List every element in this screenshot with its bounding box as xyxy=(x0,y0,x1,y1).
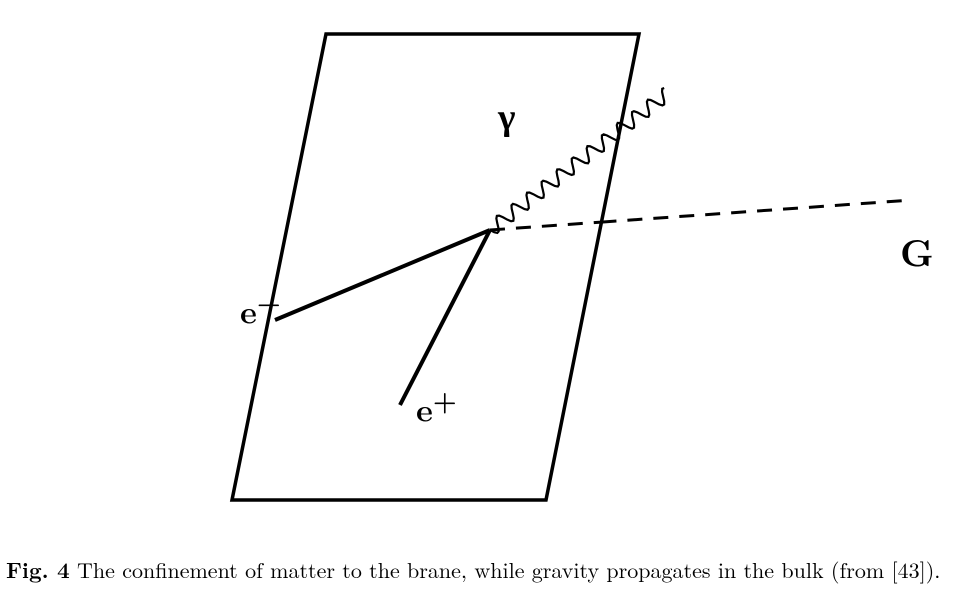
photon-symbol: γ xyxy=(498,88,515,141)
citation-link[interactable]: 43 xyxy=(898,554,920,585)
graviton-symbol: G xyxy=(900,225,934,278)
electron-minus-super: − xyxy=(257,282,281,320)
electron-plus-symbol: e xyxy=(416,387,433,432)
electron-minus-symbol: e xyxy=(240,289,257,334)
caption-text-before: The confinement of matter to the brane, … xyxy=(70,554,898,585)
figure-container: e− e+ γ G Fig. 4 The confinement of matt… xyxy=(0,0,979,592)
brane-diagram xyxy=(0,0,979,592)
electron-minus-label: e− xyxy=(240,282,281,334)
electron-plus-label: e+ xyxy=(416,380,457,432)
figure-caption: Fig. 4 The confinement of matter to the … xyxy=(0,554,979,585)
electron-plus-super: + xyxy=(433,380,457,418)
figure-number: Fig. 4 xyxy=(6,554,70,585)
caption-text-after: ]). xyxy=(920,554,941,585)
graviton-label: G xyxy=(900,225,934,278)
photon-label: γ xyxy=(498,88,515,141)
